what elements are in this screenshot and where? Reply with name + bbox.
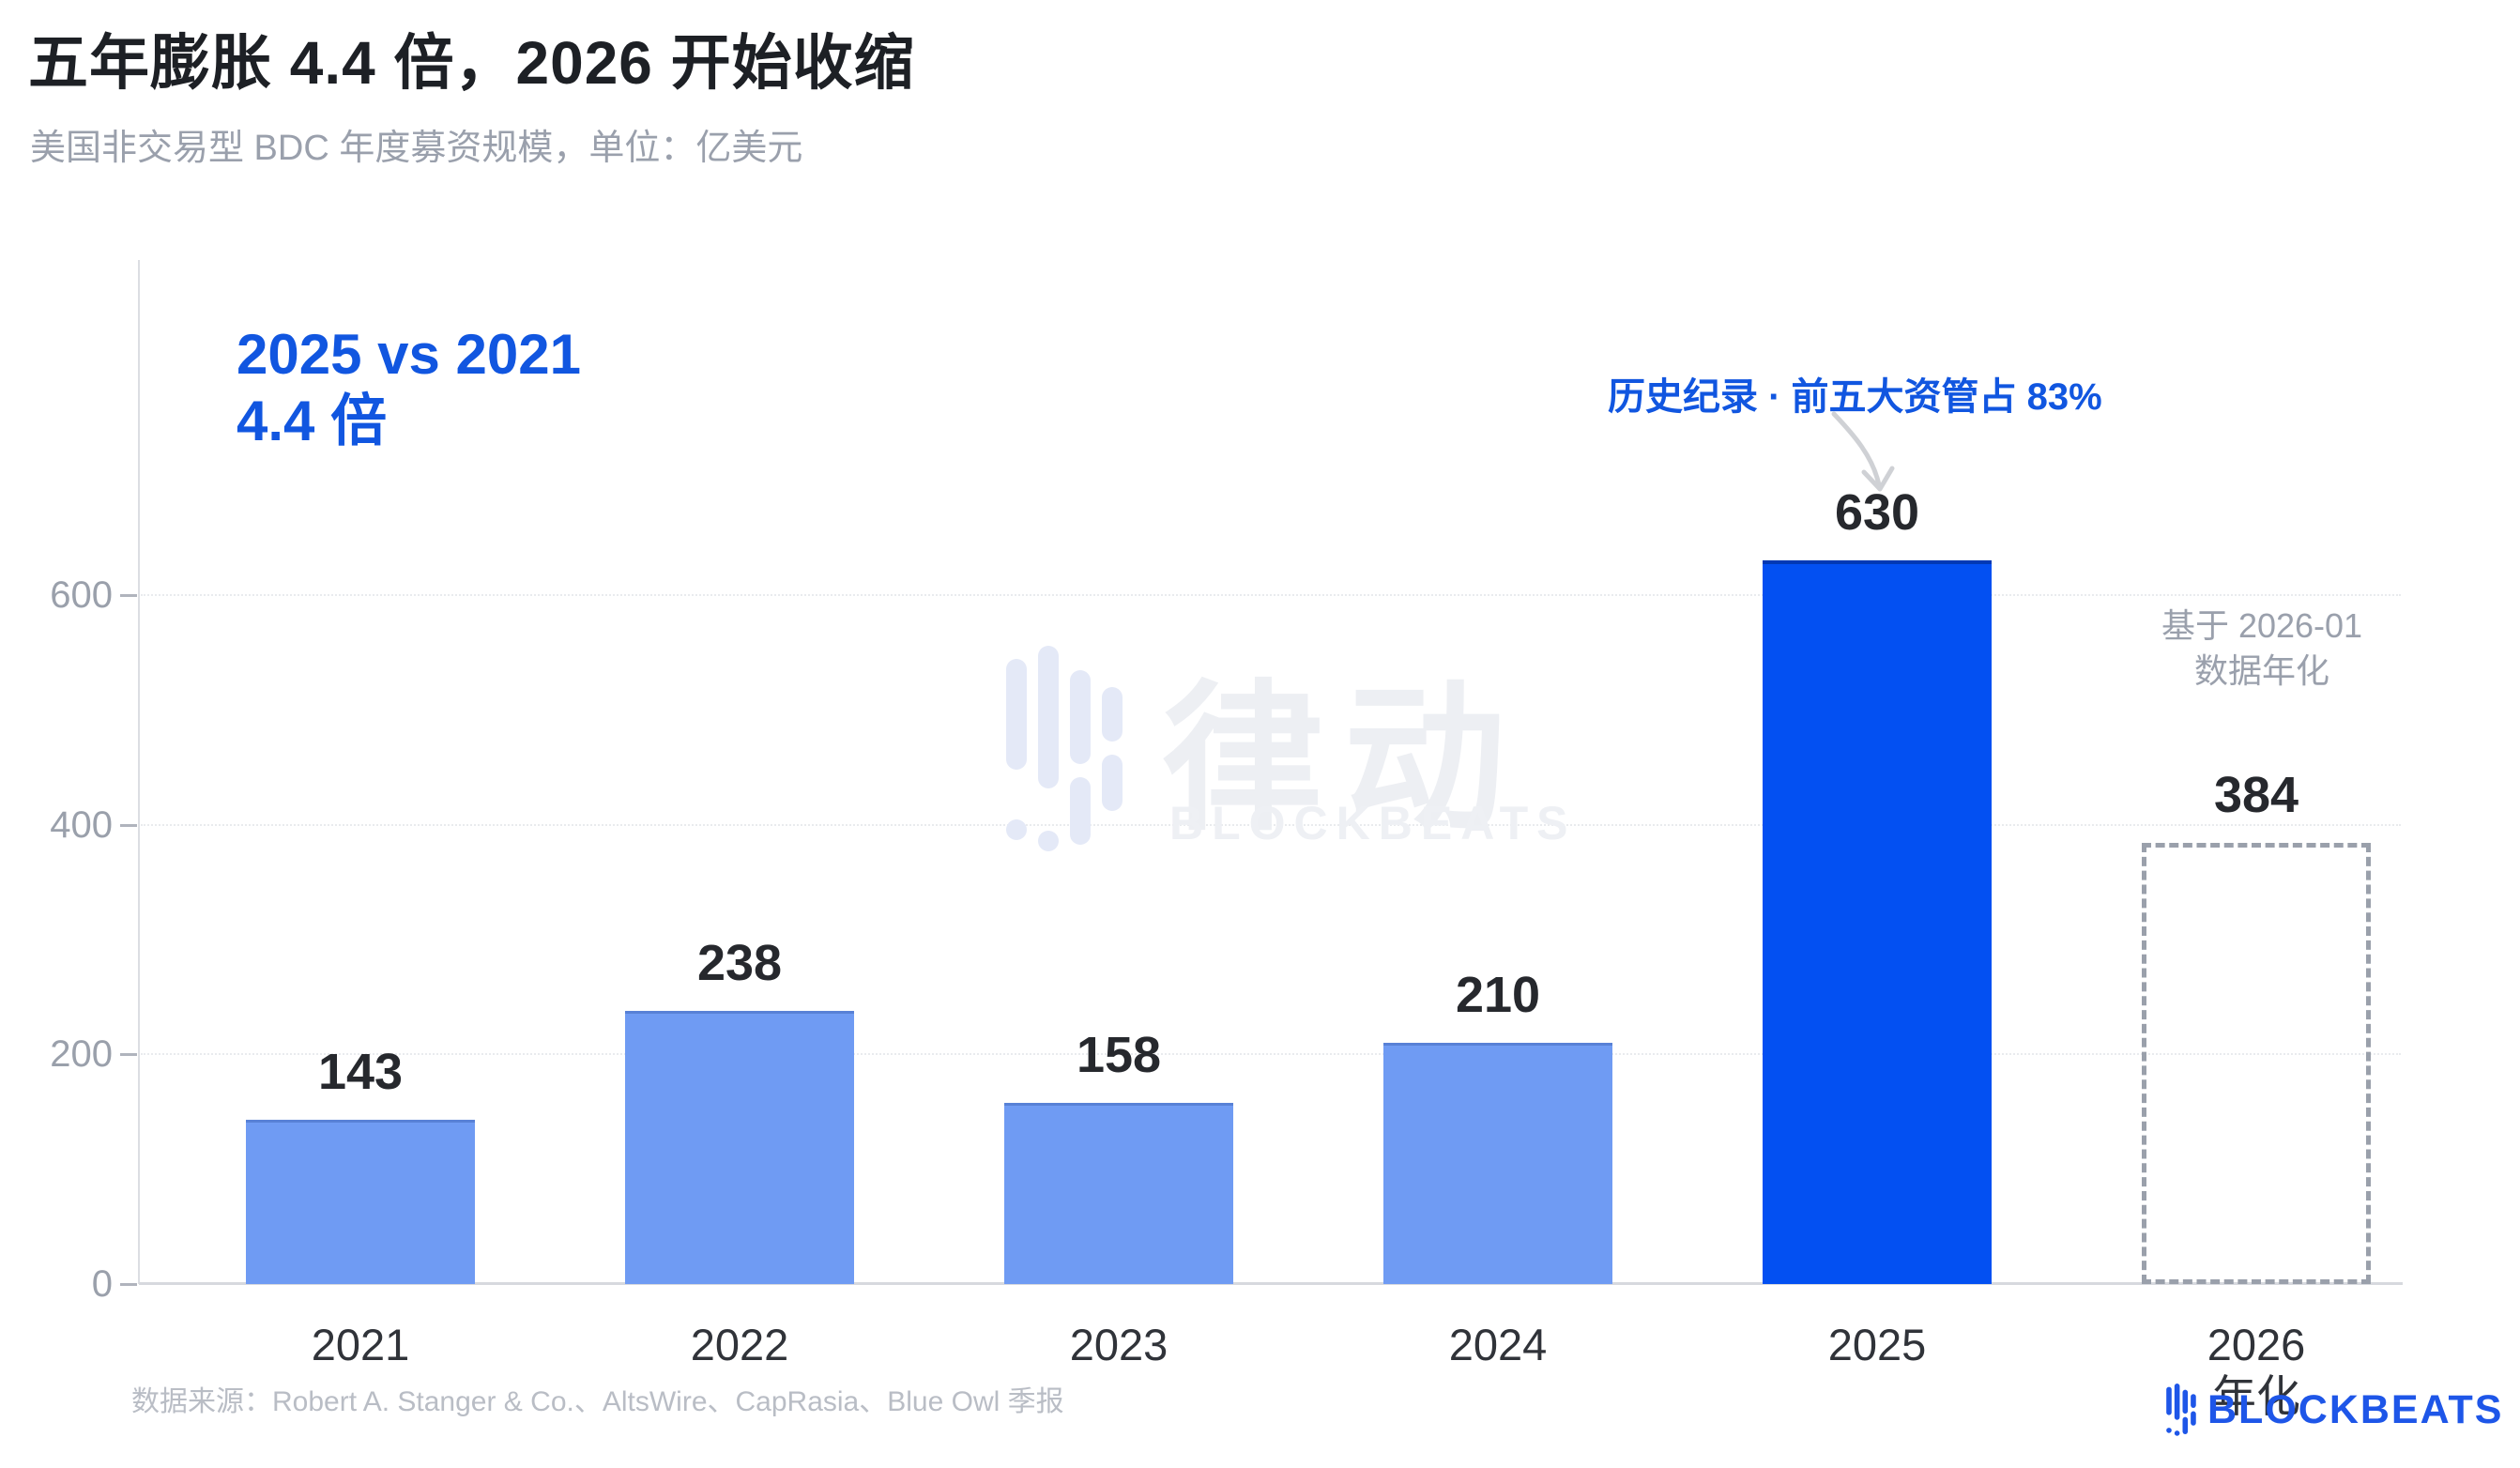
gridline-600 [141,594,2401,596]
x-tick-year-2024: 2024 [1448,1320,1548,1369]
gridline-400 [141,823,2401,826]
blockbeats-logo-icon [2166,1384,2196,1436]
curved-arrow-icon [1831,411,1895,492]
bar-2026 [2142,843,2371,1284]
page-title: 五年膨胀 4.4 倍，2026 开始收缩 [28,29,915,97]
data-source-text: 数据来源：Robert A. Stanger & Co.、AltsWire、Ca… [131,1386,1064,1417]
x-tick-2024: 2024 [1348,1320,1648,1371]
x-tick-year-2021: 2021 [311,1320,410,1369]
x-tick-2021: 2021 [210,1320,511,1371]
bar-2024 [1383,1043,1612,1284]
x-tick-year-2022: 2022 [690,1320,789,1369]
x-tick-2022: 2022 [589,1320,890,1371]
x-axis-baseline [139,1282,2403,1285]
comparison-annotation: 2025 vs 2021 4.4 倍 [237,322,581,455]
watermark-cn-text: 律动 [1162,669,1526,849]
y-tick-label-0: 0 [91,1263,113,1305]
y-axis-line [138,260,140,1284]
bar-2025 [1763,560,1992,1284]
x-tick-sublabel-2026: 年化 [2212,1370,2300,1421]
watermark [1006,646,1138,857]
annualized-note-line2: 数据年化 [2193,651,2329,691]
gridline-200 [141,1053,2401,1056]
x-tick-year-2026: 2026 [2207,1320,2306,1369]
x-tick-year-2025: 2025 [1827,1320,1927,1369]
value-label-2021: 143 [317,1044,404,1100]
annualized-note: 基于 2026-01 数据年化 [2107,604,2417,694]
watermark-en-text: BLOCKBEATS [1169,797,1577,849]
page-subtitle: 美国非交易型 BDC 年度募资规模，单位：亿美元 [30,129,803,168]
x-tick-2026: 2026 年化 [2106,1320,2406,1422]
y-tick-mark-200 [120,1053,137,1057]
value-label-2024: 210 [1455,967,1541,1023]
x-tick-2025: 2025 [1727,1320,2027,1371]
bar-2023 [1004,1103,1233,1284]
value-label-2026: 384 [2213,767,2299,823]
y-tick-mark-600 [120,594,137,597]
y-tick-mark-0 [120,1283,137,1286]
bar-2021 [246,1120,475,1284]
blockbeats-logo-text: BLOCKBEATS [2207,1386,2504,1432]
record-annotation: 历史纪录 · 前五大资管占 83% [1608,376,2102,418]
value-label-2022: 238 [696,935,783,991]
y-tick-label-600: 600 [50,574,113,616]
y-tick-label-200: 200 [50,1033,113,1076]
blockbeats-watermark-icon [1006,646,1123,851]
y-tick-mark-400 [120,823,137,827]
comparison-annotation-line1: 2025 vs 2021 [237,323,582,386]
value-label-2025: 630 [1834,484,1920,541]
y-tick-label-400: 400 [50,803,113,846]
bar-2022 [625,1011,854,1284]
annualized-note-line1: 基于 2026-01 [2161,606,2363,645]
comparison-annotation-line2: 4.4 倍 [237,389,388,452]
blockbeats-logo: BLOCKBEATS [2166,1384,2503,1436]
x-tick-year-2023: 2023 [1069,1320,1168,1369]
value-label-2023: 158 [1076,1027,1162,1083]
x-tick-2023: 2023 [969,1320,1269,1371]
